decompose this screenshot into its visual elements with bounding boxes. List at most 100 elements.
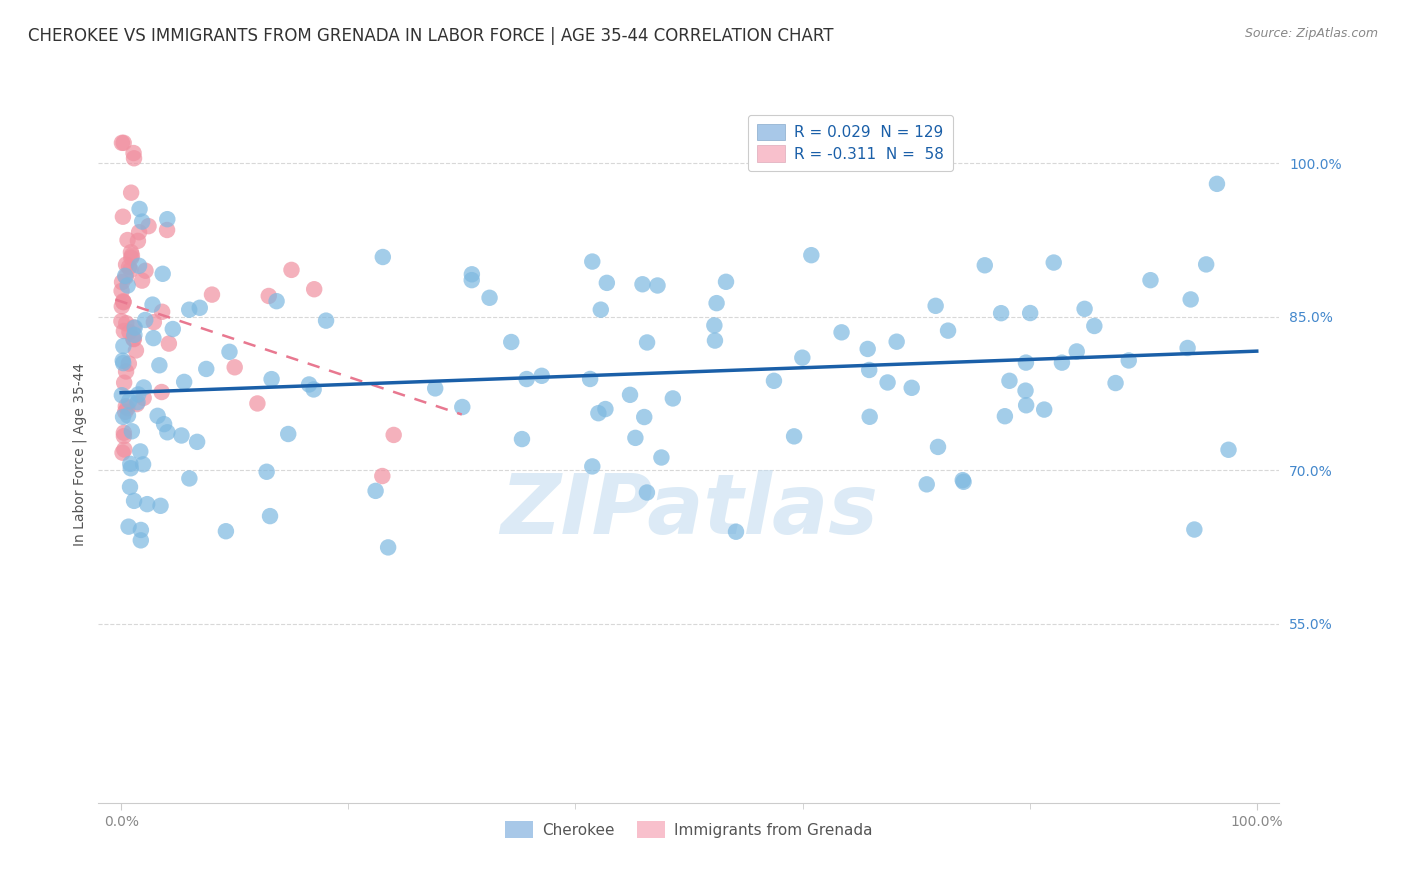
Point [131, 274, 153, 288]
Point [112, 324, 135, 338]
Point [858, 363, 880, 377]
Point [129, 533, 152, 548]
Point [118, 357, 141, 371]
Point [783, 429, 806, 443]
Point [117, 409, 139, 423]
Point [589, 302, 612, 317]
Point [115, 364, 138, 378]
Point [132, 380, 155, 394]
Point [859, 409, 882, 424]
Point [179, 302, 201, 317]
Point [990, 306, 1012, 320]
Point [1014, 384, 1036, 398]
Point [927, 440, 949, 454]
Point [619, 388, 641, 402]
Point [478, 291, 501, 305]
Point [1033, 402, 1056, 417]
Point [633, 410, 655, 425]
Point [125, 397, 148, 411]
Point [122, 332, 145, 346]
Point [650, 450, 672, 465]
Point [704, 334, 727, 348]
Text: Source: ZipAtlas.com: Source: ZipAtlas.com [1244, 27, 1378, 40]
Point [595, 402, 617, 417]
Point [152, 267, 174, 281]
Point [1015, 398, 1038, 412]
Point [111, 445, 134, 459]
Point [122, 151, 145, 165]
Point [127, 387, 149, 401]
Point [146, 409, 169, 423]
Point [998, 374, 1021, 388]
Point [131, 214, 153, 228]
Point [110, 314, 132, 328]
Point [259, 509, 281, 524]
Point [302, 383, 325, 397]
Point [127, 234, 149, 248]
Point [371, 469, 394, 483]
Point [112, 295, 135, 310]
Point [579, 372, 602, 386]
Point [596, 276, 619, 290]
Point [636, 485, 658, 500]
Point [153, 417, 176, 431]
Point [588, 406, 610, 420]
Point [188, 301, 211, 315]
Point [510, 432, 533, 446]
Point [1182, 523, 1205, 537]
Point [118, 393, 141, 408]
Point [856, 342, 879, 356]
Point [1206, 177, 1229, 191]
Point [112, 339, 135, 353]
Point [800, 248, 823, 262]
Point [762, 374, 785, 388]
Point [994, 409, 1017, 424]
Point [516, 372, 538, 386]
Point [724, 524, 747, 539]
Point [792, 351, 814, 365]
Point [120, 461, 142, 475]
Point [129, 444, 152, 458]
Point [132, 458, 155, 472]
Point [120, 263, 142, 277]
Point [112, 425, 135, 440]
Point [1139, 273, 1161, 287]
Point [900, 381, 922, 395]
Point [112, 295, 135, 310]
Point [150, 305, 173, 319]
Point [215, 524, 238, 539]
Point [142, 315, 165, 329]
Point [246, 396, 269, 410]
Point [936, 324, 959, 338]
Point [122, 494, 145, 508]
Point [714, 275, 737, 289]
Point [1180, 293, 1202, 307]
Point [122, 332, 145, 346]
Point [112, 442, 135, 457]
Point [1218, 442, 1240, 457]
Point [1050, 356, 1073, 370]
Point [111, 210, 134, 224]
Point [377, 541, 399, 555]
Point [156, 212, 179, 227]
Point [142, 331, 165, 345]
Point [371, 250, 394, 264]
Point [127, 395, 149, 409]
Point [461, 267, 484, 281]
Point [134, 313, 156, 327]
Point [114, 268, 136, 283]
Point [1073, 301, 1095, 316]
Point [115, 316, 138, 330]
Point [1177, 341, 1199, 355]
Point [924, 299, 946, 313]
Point [114, 405, 136, 419]
Point [111, 136, 134, 150]
Point [1019, 306, 1042, 320]
Point [120, 245, 142, 260]
Point [156, 425, 179, 440]
Point [110, 284, 132, 298]
Point [148, 359, 170, 373]
Point [1015, 355, 1038, 369]
Point [111, 388, 134, 402]
Point [266, 294, 288, 309]
